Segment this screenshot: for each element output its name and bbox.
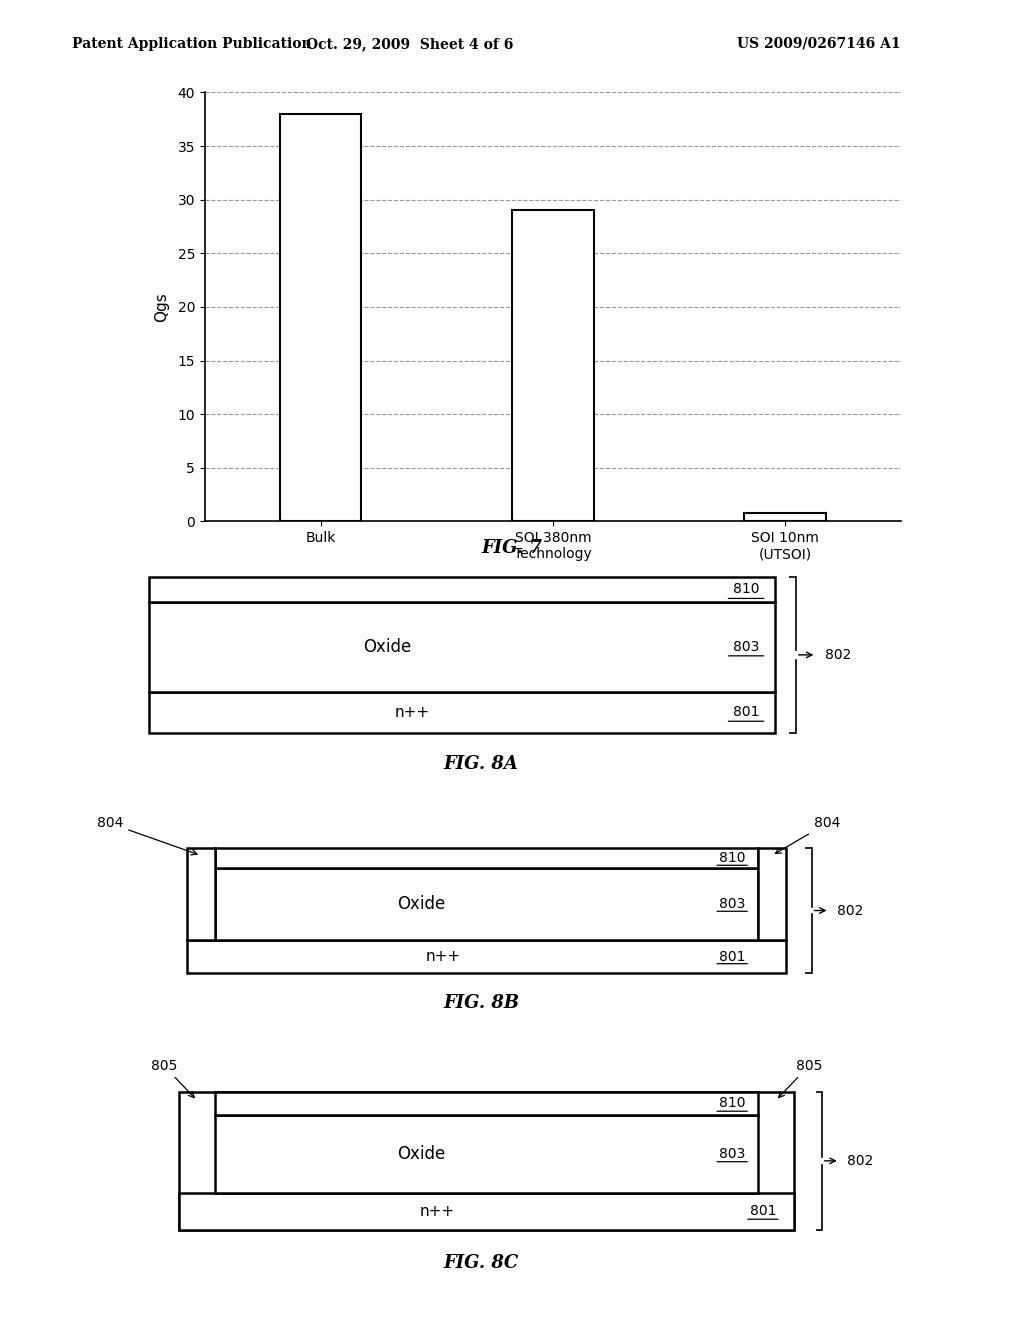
Bar [512,210,594,521]
Text: n++: n++ [420,1204,455,1218]
Text: 805: 805 [778,1059,822,1097]
Text: 810: 810 [719,851,745,865]
Text: Patent Application Publication: Patent Application Publication [72,37,311,51]
Text: 803: 803 [719,1147,745,1160]
Bar [744,512,825,521]
Text: 804: 804 [775,816,840,854]
Text: FIG. 7: FIG. 7 [481,539,543,557]
Text: 802: 802 [825,648,851,661]
Text: Oxide: Oxide [397,1144,445,1163]
Bar [150,577,775,602]
Text: FIG. 8B: FIG. 8B [443,994,519,1012]
Text: 801: 801 [733,705,760,719]
Bar [179,1193,794,1230]
Text: Oct. 29, 2009  Sheet 4 of 6: Oct. 29, 2009 Sheet 4 of 6 [306,37,513,51]
Bar [281,114,361,521]
Bar [215,1114,758,1193]
Bar [179,1092,794,1230]
Text: 810: 810 [733,582,760,597]
Text: Oxide: Oxide [362,638,412,656]
Text: Oxide: Oxide [397,895,445,913]
Text: 801: 801 [750,1204,776,1218]
Bar [150,692,775,733]
Text: FIG. 8A: FIG. 8A [443,755,519,774]
Y-axis label: Qgs: Qgs [155,292,169,322]
Bar [215,869,758,940]
Text: 805: 805 [151,1059,195,1097]
Text: 802: 802 [848,1154,873,1168]
Bar [758,847,786,940]
Text: 802: 802 [838,903,863,917]
Bar [215,847,758,869]
Bar [150,602,775,692]
Text: 803: 803 [733,640,759,653]
Bar [187,847,215,940]
Text: n++: n++ [394,705,430,719]
Text: 801: 801 [719,949,745,964]
Bar [187,940,786,973]
Text: n++: n++ [425,949,461,964]
Text: US 2009/0267146 A1: US 2009/0267146 A1 [737,37,901,51]
Text: FIG. 8C: FIG. 8C [443,1254,519,1272]
Text: 804: 804 [97,816,197,855]
Text: 803: 803 [719,898,745,911]
Text: 810: 810 [719,1097,745,1110]
Bar [215,1092,758,1114]
